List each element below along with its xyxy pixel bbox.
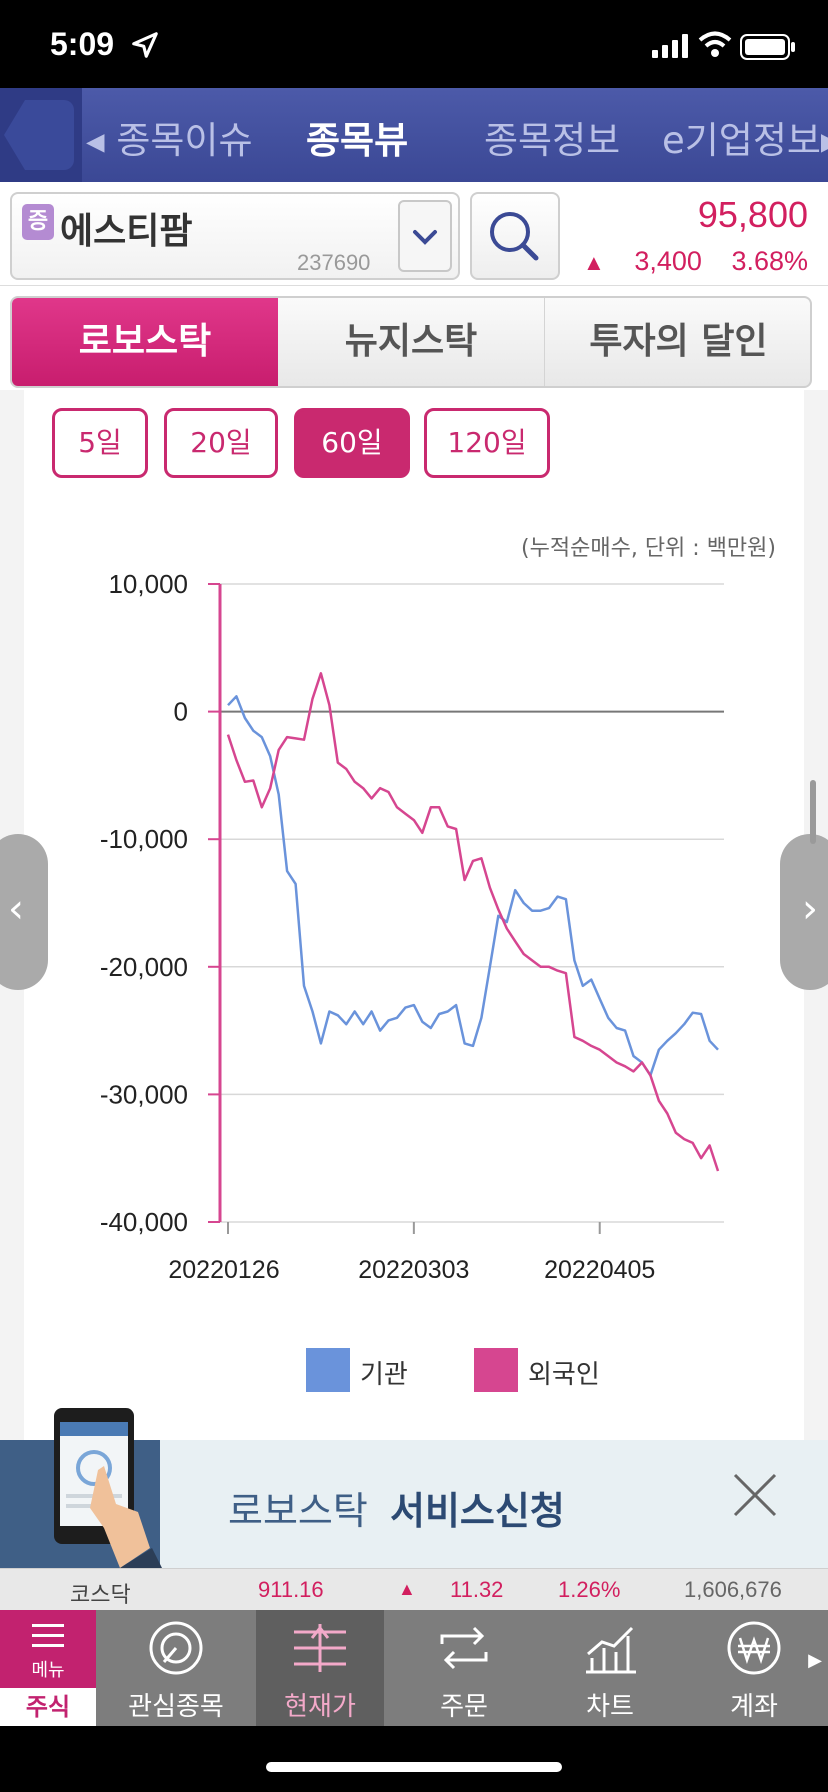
back-button[interactable] <box>0 88 82 182</box>
chevron-left-icon: ‹ <box>8 886 24 932</box>
period-20d-button[interactable]: 20일 <box>164 408 278 478</box>
menu-icon-line <box>32 1634 64 1637</box>
tab-account-label: 계좌 <box>730 1692 778 1722</box>
current-price-icon <box>294 1624 346 1672</box>
tab-account[interactable]: 계좌 <box>690 1610 818 1726</box>
period-60d-button[interactable]: 60일 <box>294 408 410 478</box>
stock-header: 증 에스티팜 237690 95,800 ▲ 3,400 3.68% <box>0 182 828 286</box>
stock-dropdown-button[interactable] <box>398 200 452 272</box>
tab-newsystock[interactable]: 뉴지스탁 <box>344 321 478 362</box>
back-arrow-icon <box>4 100 74 170</box>
menu-icon <box>32 1624 64 1627</box>
chart-unit-note: (누적순매수, 단위 : 백만원) <box>521 536 776 561</box>
tab-order-label: 주문 <box>440 1692 488 1722</box>
watchlist-icon <box>149 1621 203 1675</box>
banner-text-robostock: 로보스탁 <box>228 1489 368 1533</box>
signal-icon <box>652 34 688 58</box>
menu-stock-label: 주식 <box>0 1688 96 1726</box>
more-arrow-icon[interactable]: ▶ <box>808 1650 822 1671</box>
banner-text-apply: 서비스신청 <box>390 1489 565 1533</box>
tab-current-price-label: 현재가 <box>284 1692 356 1722</box>
menu-icon-line <box>32 1644 64 1647</box>
prev-page-button[interactable]: ‹ <box>0 834 48 990</box>
legend-swatch-foreigner <box>474 1348 518 1392</box>
location-icon <box>132 32 158 58</box>
legend-label-foreigner: 외국인 <box>528 1360 600 1390</box>
index-up-arrow-icon: ▲ <box>398 1579 416 1599</box>
nav-bar: ◂ 종목이슈 종목뷰 종목정보 e기업정보▸ <box>0 88 828 182</box>
period-5d-button[interactable]: 5일 <box>52 408 148 478</box>
close-icon[interactable] <box>730 1470 780 1520</box>
up-arrow-icon: ▲ <box>583 250 605 275</box>
change-percent: 3.68% <box>731 246 808 276</box>
nav-tab-stock-issue[interactable]: ◂ 종목이슈 <box>86 119 253 162</box>
wifi-icon <box>698 31 732 57</box>
home-indicator-area <box>0 1726 828 1792</box>
status-time: 5:09 <box>50 26 115 62</box>
index-percent: 1.26% <box>558 1577 621 1602</box>
tab-chart-label: 차트 <box>586 1692 634 1722</box>
status-bar: 5:09 <box>0 0 828 88</box>
scrollbar[interactable] <box>810 780 816 844</box>
tab-current-price[interactable]: 현재가 <box>256 1610 384 1726</box>
menu-button[interactable]: 메뉴 주식 <box>0 1610 96 1726</box>
tab-order[interactable]: 주문 <box>400 1610 528 1726</box>
legend-swatch-institution <box>306 1348 350 1392</box>
chevron-down-icon <box>413 230 437 245</box>
tab-robostock[interactable]: 로보스탁 <box>12 298 278 386</box>
menu-label: 메뉴 <box>31 1660 65 1681</box>
next-page-button[interactable]: › <box>780 834 828 990</box>
change-amount: 3,400 <box>634 246 702 276</box>
price-change: ▲ 3,400 3.68% <box>583 246 808 277</box>
chevron-right-icon: › <box>802 886 818 932</box>
won-icon <box>727 1621 781 1675</box>
market-badge: 증 <box>22 204 54 240</box>
phone-tap-icon <box>54 1408 162 1568</box>
nav-tab-stock-info[interactable]: 종목정보 <box>484 119 621 162</box>
stock-name: 에스티팜 <box>60 211 193 252</box>
index-volume: 1,606,676 <box>684 1577 782 1602</box>
analysis-tabs: 로보스탁 뉴지스탁 투자의 달인 <box>10 296 812 388</box>
period-120d-button[interactable]: 120일 <box>424 408 550 478</box>
chart-icon <box>586 1626 636 1674</box>
search-icon <box>490 212 539 261</box>
tab-invest-master[interactable]: 투자의 달인 <box>544 298 810 386</box>
nav-tab-company-info[interactable]: e기업정보▸ <box>662 119 828 162</box>
legend-label-institution: 기관 <box>360 1360 408 1390</box>
stock-code: 237690 <box>297 250 371 275</box>
tab-watchlist[interactable]: 관심종목 <box>112 1610 240 1726</box>
index-name: 코스닥 <box>70 1582 131 1607</box>
nav-tab-stock-view[interactable]: 종목뷰 <box>306 119 409 162</box>
market-index-ticker[interactable]: 코스닥 911.16 ▲ 11.32 1.26% 1,606,676 <box>0 1568 828 1610</box>
battery-icon <box>740 34 795 60</box>
tab-watchlist-label: 관심종목 <box>128 1692 224 1722</box>
order-icon <box>440 1626 488 1670</box>
search-button[interactable] <box>470 192 560 280</box>
index-change: 11.32 <box>450 1577 504 1602</box>
tab-chart[interactable]: 차트 <box>546 1610 674 1726</box>
stock-selector[interactable]: 증 에스티팜 237690 <box>10 192 460 280</box>
current-price: 95,800 <box>697 194 808 235</box>
index-value: 911.16 <box>258 1577 324 1602</box>
home-indicator[interactable] <box>266 1762 562 1772</box>
bottom-tab-bar: 메뉴 주식 관심종목 현재가 주문 <box>0 1610 828 1726</box>
service-banner[interactable]: 로보스탁 서비스신청 <box>0 1408 828 1568</box>
